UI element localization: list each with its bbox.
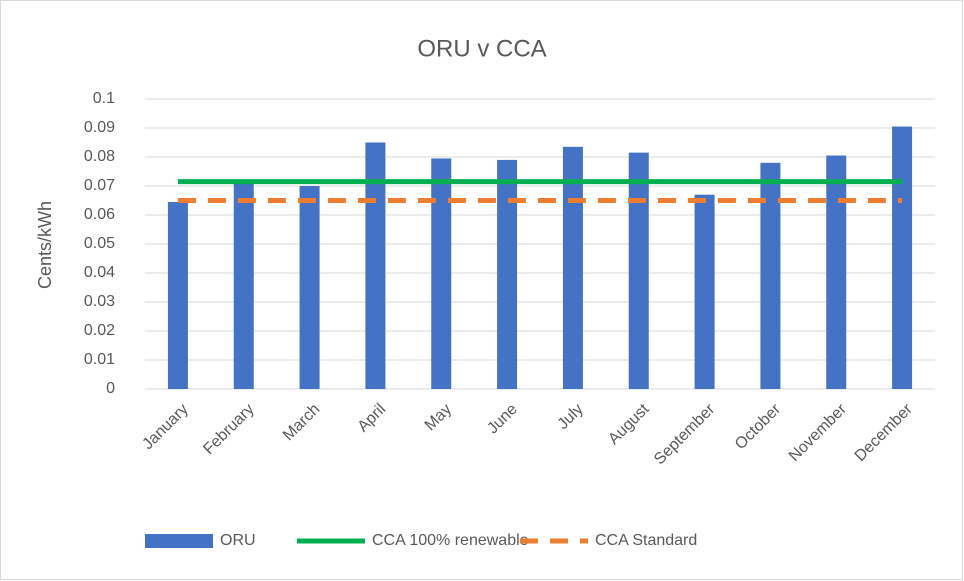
- y-tick-label: 0.06: [84, 206, 115, 223]
- legend-label: CCA 100% renewable: [372, 532, 529, 549]
- chart-title: ORU v CCA: [417, 35, 546, 62]
- bar: [892, 126, 913, 390]
- y-tick-label: 0: [106, 380, 115, 397]
- y-tick-label: 0.05: [84, 235, 115, 252]
- y-tick-label: 0.09: [84, 119, 115, 136]
- legend-swatch: [145, 534, 213, 548]
- bar: [167, 201, 188, 389]
- y-tick-label: 0.04: [84, 264, 115, 281]
- y-tick-label: 0.1: [93, 90, 115, 107]
- y-tick-label: 0.02: [84, 322, 115, 339]
- bar: [233, 183, 254, 389]
- bar: [497, 159, 518, 389]
- bar: [760, 162, 781, 389]
- legend-label: ORU: [220, 532, 256, 549]
- y-tick-label: 0.08: [84, 148, 115, 165]
- bar: [694, 194, 715, 389]
- bar: [562, 146, 583, 389]
- bar: [826, 155, 847, 389]
- y-tick-label: 0.01: [84, 351, 115, 368]
- bar: [365, 142, 386, 389]
- y-tick-label: 0.03: [84, 293, 115, 310]
- bar: [431, 158, 452, 389]
- bar: [628, 152, 649, 389]
- y-tick-label: 0.07: [84, 177, 115, 194]
- legend-label: CCA Standard: [595, 532, 697, 549]
- bar: [299, 186, 320, 389]
- y-axis-label: Cents/kWh: [35, 201, 55, 289]
